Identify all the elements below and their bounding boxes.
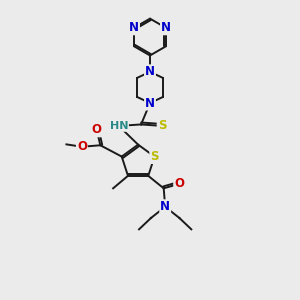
- Text: HN: HN: [110, 121, 128, 131]
- Text: N: N: [129, 21, 139, 34]
- Text: N: N: [145, 65, 155, 78]
- Text: O: O: [77, 140, 87, 153]
- Text: N: N: [145, 97, 155, 110]
- Text: S: S: [150, 150, 159, 163]
- Text: S: S: [158, 119, 166, 132]
- Text: O: O: [174, 177, 184, 190]
- Text: N: N: [160, 200, 170, 213]
- Text: O: O: [92, 123, 102, 136]
- Text: N: N: [161, 21, 171, 34]
